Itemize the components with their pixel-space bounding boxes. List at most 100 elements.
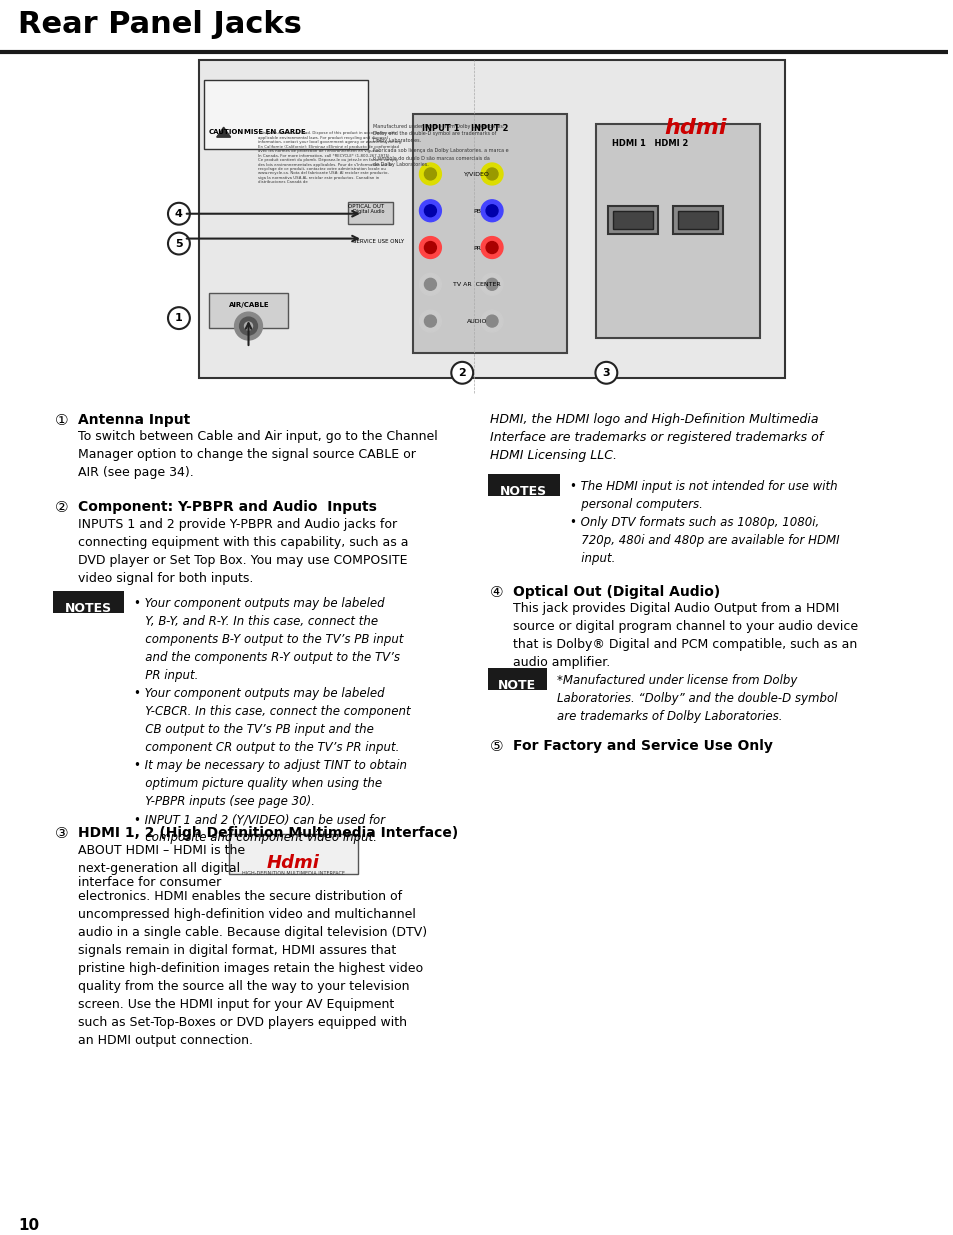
FancyBboxPatch shape — [488, 668, 546, 690]
Circle shape — [234, 312, 262, 340]
Text: TV AR  CENTER: TV AR CENTER — [453, 283, 500, 288]
Text: Y/VIDEO: Y/VIDEO — [464, 172, 490, 177]
Circle shape — [595, 362, 617, 384]
Text: Hdmi: Hdmi — [267, 853, 319, 872]
Text: information, contact your local government agency or www.eRecycle.org.: information, contact your local governme… — [258, 140, 402, 144]
Circle shape — [239, 317, 257, 335]
Bar — [613, 211, 653, 228]
Text: o símbolo do duplo D são marcas comerciais da: o símbolo do duplo D são marcas comercia… — [373, 156, 489, 161]
Text: www.recycle.ca. Nota del fabricante USA: Al reciclar este producto,: www.recycle.ca. Nota del fabricante USA:… — [258, 172, 389, 175]
Text: INPUT 1    INPUT 2: INPUT 1 INPUT 2 — [422, 125, 509, 133]
Text: applicable environmental laws. For product recycling and disposal: applicable environmental laws. For produ… — [258, 136, 388, 140]
Text: Dolby Laboratories.: Dolby Laboratories. — [373, 138, 420, 143]
Circle shape — [480, 237, 502, 258]
Bar — [412, 115, 566, 353]
Text: ④: ④ — [490, 584, 503, 599]
Text: HDMI, the HDMI logo and High-Definition Multimedia
Interface are trademarks or r: HDMI, the HDMI logo and High-Definition … — [490, 412, 822, 462]
Text: HDMI 1, 2 (High Definition Multimedia Interface): HDMI 1, 2 (High Definition Multimedia In… — [77, 826, 457, 840]
Text: For Factory and Service Use Only: For Factory and Service Use Only — [513, 739, 772, 752]
Circle shape — [480, 163, 502, 185]
Text: En Californie (Californie): Eliminaz cEliminé el producto de conformidad: En Californie (Californie): Eliminaz cEl… — [258, 144, 399, 148]
Text: Fabricada sob licença da Dolby Laboratories. a marca e: Fabricada sob licença da Dolby Laborator… — [373, 148, 508, 153]
Text: Rear Panel Jacks: Rear Panel Jacks — [18, 10, 301, 40]
Text: Digital Audio: Digital Audio — [353, 209, 384, 214]
Text: This jack provides Digital Audio Output from a HDMI
source or digital program ch: This jack provides Digital Audio Output … — [513, 603, 857, 669]
Circle shape — [424, 205, 436, 216]
Bar — [596, 125, 760, 338]
Text: • The HDMI input is not intended for use with
   personal computers.
• Only DTV : • The HDMI input is not intended for use… — [569, 480, 839, 566]
Text: next-generation all digital: next-generation all digital — [77, 862, 239, 874]
Text: 4: 4 — [174, 209, 183, 219]
Circle shape — [244, 322, 253, 330]
Text: hdmi: hdmi — [664, 119, 726, 138]
Text: ①: ① — [54, 412, 69, 427]
Text: This product contains lead. Dispose of this product in accordance with: This product contains lead. Dispose of t… — [258, 131, 395, 135]
Text: 3: 3 — [602, 368, 610, 378]
Text: Antenna Input: Antenna Input — [77, 412, 190, 426]
Bar — [608, 206, 658, 233]
Text: NOTES: NOTES — [499, 485, 547, 498]
Text: *Manufactured under license from Dolby
Laboratories. “Dolby” and the double-D sy: *Manufactured under license from Dolby L… — [557, 674, 837, 722]
Text: electronics. HDMI enables the secure distribution of
uncompressed high-definitio: electronics. HDMI enables the secure dis… — [77, 889, 426, 1047]
Circle shape — [486, 278, 497, 290]
Text: ABOUT HDMI – HDMI is the: ABOUT HDMI – HDMI is the — [77, 844, 244, 857]
Text: PR: PR — [473, 246, 480, 251]
Bar — [348, 201, 393, 224]
Text: Manufactured under license from Dolby Laboratories.: Manufactured under license from Dolby La… — [373, 125, 503, 130]
Bar — [209, 293, 288, 329]
Text: HDMI 1   HDMI 2: HDMI 1 HDMI 2 — [612, 140, 688, 148]
Text: Optical Out (Digital Audio): Optical Out (Digital Audio) — [513, 584, 720, 599]
Text: 2: 2 — [457, 368, 466, 378]
Text: INPUTS 1 and 2 provide Y-PBPR and Audio jacks for
connecting equipment with this: INPUTS 1 and 2 provide Y-PBPR and Audio … — [77, 517, 408, 585]
Text: ⑤: ⑤ — [490, 739, 503, 753]
Circle shape — [419, 310, 441, 332]
Text: OPTICAL OUT: OPTICAL OUT — [348, 204, 384, 209]
Circle shape — [480, 200, 502, 221]
Text: MISE EN GARDE: MISE EN GARDE — [243, 130, 305, 135]
Text: recyclage de ce produit, contactez votre administration locale ou: recyclage de ce produit, contactez votre… — [258, 167, 386, 170]
FancyBboxPatch shape — [488, 474, 559, 496]
Text: ③: ③ — [54, 826, 69, 841]
Bar — [672, 206, 722, 233]
Text: 5: 5 — [175, 238, 183, 248]
Text: AUDIO: AUDIO — [466, 319, 487, 324]
Text: distribuciones Canadá de: distribuciones Canadá de — [258, 180, 308, 184]
Text: HIGH-DEFINITION MULTIMEDIA INTERFACE: HIGH-DEFINITION MULTIMEDIA INTERFACE — [241, 871, 344, 876]
Bar — [678, 211, 717, 228]
Circle shape — [424, 242, 436, 253]
Circle shape — [480, 310, 502, 332]
Text: CAUTION: CAUTION — [209, 130, 244, 135]
Text: Component: Y-PBPR and Audio  Inputs: Component: Y-PBPR and Audio Inputs — [77, 500, 376, 514]
Text: • Your component outputs may be labeled
   Y, B-Y, and R-Y. In this case, connec: • Your component outputs may be labeled … — [134, 598, 411, 845]
Circle shape — [424, 168, 436, 180]
Text: PB: PB — [473, 209, 480, 214]
Text: avec les normes de protection de l'environnement en vigueur.: avec les normes de protection de l'envir… — [258, 149, 380, 153]
Circle shape — [424, 278, 436, 290]
Circle shape — [419, 163, 441, 185]
Text: siga la normativa USA AL reciclar este productos. Canadian in: siga la normativa USA AL reciclar este p… — [258, 175, 379, 180]
Circle shape — [419, 200, 441, 221]
Text: In Canada, For more information, call *RECYCLE* (1-800-267-2975).: In Canada, For more information, call *R… — [258, 153, 391, 158]
Text: ②: ② — [54, 500, 69, 515]
Circle shape — [168, 203, 190, 225]
FancyBboxPatch shape — [52, 592, 124, 614]
Text: de Dolby Laboratories.: de Dolby Laboratories. — [373, 162, 428, 167]
Bar — [204, 79, 368, 149]
Text: 1: 1 — [174, 314, 183, 324]
Circle shape — [451, 362, 473, 384]
Text: NOTES: NOTES — [65, 603, 112, 615]
Circle shape — [486, 315, 497, 327]
Text: 10: 10 — [18, 1218, 39, 1233]
Text: Ce produit contient du plomb. Déposez-le ou jetez-le en faisant comply: Ce produit contient du plomb. Déposez-le… — [258, 158, 398, 162]
Text: NOTE: NOTE — [497, 679, 536, 692]
Text: interface for consumer: interface for consumer — [77, 876, 220, 889]
Circle shape — [486, 242, 497, 253]
Text: SERVICE USE ONLY: SERVICE USE ONLY — [353, 238, 403, 243]
Circle shape — [168, 308, 190, 329]
Circle shape — [168, 232, 190, 254]
Text: des lois environnementales applicables. Pour de s'Information sur le: des lois environnementales applicables. … — [258, 163, 393, 167]
Circle shape — [419, 237, 441, 258]
Text: To switch between Cable and Air input, go to the Channel
Manager option to chang: To switch between Cable and Air input, g… — [77, 431, 436, 479]
Circle shape — [424, 315, 436, 327]
Circle shape — [480, 273, 502, 295]
